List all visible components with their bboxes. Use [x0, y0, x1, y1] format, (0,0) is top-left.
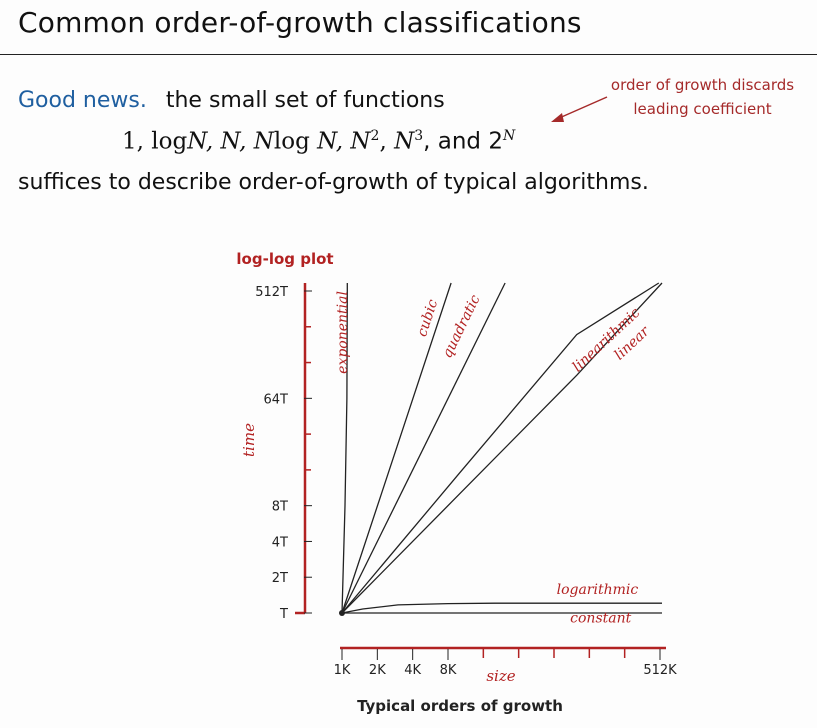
func-nlogn-var2: N, — [317, 128, 344, 155]
annotation-line-1: order of growth discards — [610, 76, 795, 94]
series-label-cubic: cubic — [414, 297, 441, 338]
series-line-cubic — [341, 282, 452, 614]
annotation-line-2: leading coefficient — [633, 100, 772, 118]
func-quadratic-exp: 2 — [370, 128, 380, 144]
series-line-linear — [341, 282, 663, 614]
func-and-2: , and 2 — [423, 128, 503, 155]
func-quadratic-comma: , — [379, 128, 387, 155]
func-exponential-exp: N — [502, 128, 516, 144]
y-tick-label: 8T — [272, 500, 288, 515]
title-divider — [0, 54, 817, 55]
function-list: 1, logN, N, Nlog N, N2, N3, and 2N — [122, 128, 515, 155]
func-cubic-var: N — [394, 128, 415, 155]
y-tick-label: 2T — [272, 571, 288, 586]
series-line-quadratic — [341, 282, 506, 614]
series-label-exponential: exponential — [335, 291, 351, 374]
func-cubic-exp: 3 — [414, 128, 424, 144]
func-quadratic-var: N — [350, 128, 371, 155]
chart-caption: Typical orders of growth — [357, 697, 563, 715]
intro-text: the small set of functions — [165, 88, 445, 113]
series-line-logarithmic — [341, 602, 662, 614]
series-line-exponential — [341, 283, 348, 614]
series-line-linearithmic — [341, 282, 660, 614]
intro-line: Good news. the small set of functions — [18, 88, 445, 113]
x-tick-label: 2K — [369, 663, 386, 678]
func-constant: 1, — [122, 128, 144, 155]
good-news-label: Good news. — [18, 88, 147, 113]
annotation-note: order of growth discards leading coeffic… — [590, 73, 815, 121]
func-log-var: N, — [187, 128, 214, 155]
func-nlogn-log: log — [273, 128, 310, 155]
func-log: log — [151, 128, 188, 155]
series-label-logarithmic: logarithmic — [557, 582, 639, 598]
x-tick-label: 512K — [643, 663, 677, 678]
origin-point — [339, 610, 345, 616]
annotation-arrow-icon — [551, 96, 608, 122]
y-tick-label: 512T — [255, 285, 288, 300]
func-nlogn-var: N — [253, 128, 274, 155]
slide-title: Common order-of-growth classifications — [18, 6, 582, 39]
y-tick-label: 64T — [264, 392, 289, 407]
x-tick-label: 8K — [440, 663, 457, 678]
x-tick-label: 4K — [404, 663, 421, 678]
summary-line: suffices to describe order-of-growth of … — [18, 170, 649, 195]
y-axis-label: time — [240, 423, 258, 457]
x-axis-label: size — [486, 667, 515, 685]
y-tick-label: 4T — [272, 535, 288, 550]
y-tick-label: T — [279, 607, 288, 622]
chart-title: log-log plot — [236, 250, 333, 268]
series-label-quadratic: quadratic — [439, 292, 483, 361]
func-linear: N, — [220, 128, 247, 155]
x-tick-label: 1K — [334, 663, 351, 678]
series-label-constant: constant — [570, 611, 631, 627]
